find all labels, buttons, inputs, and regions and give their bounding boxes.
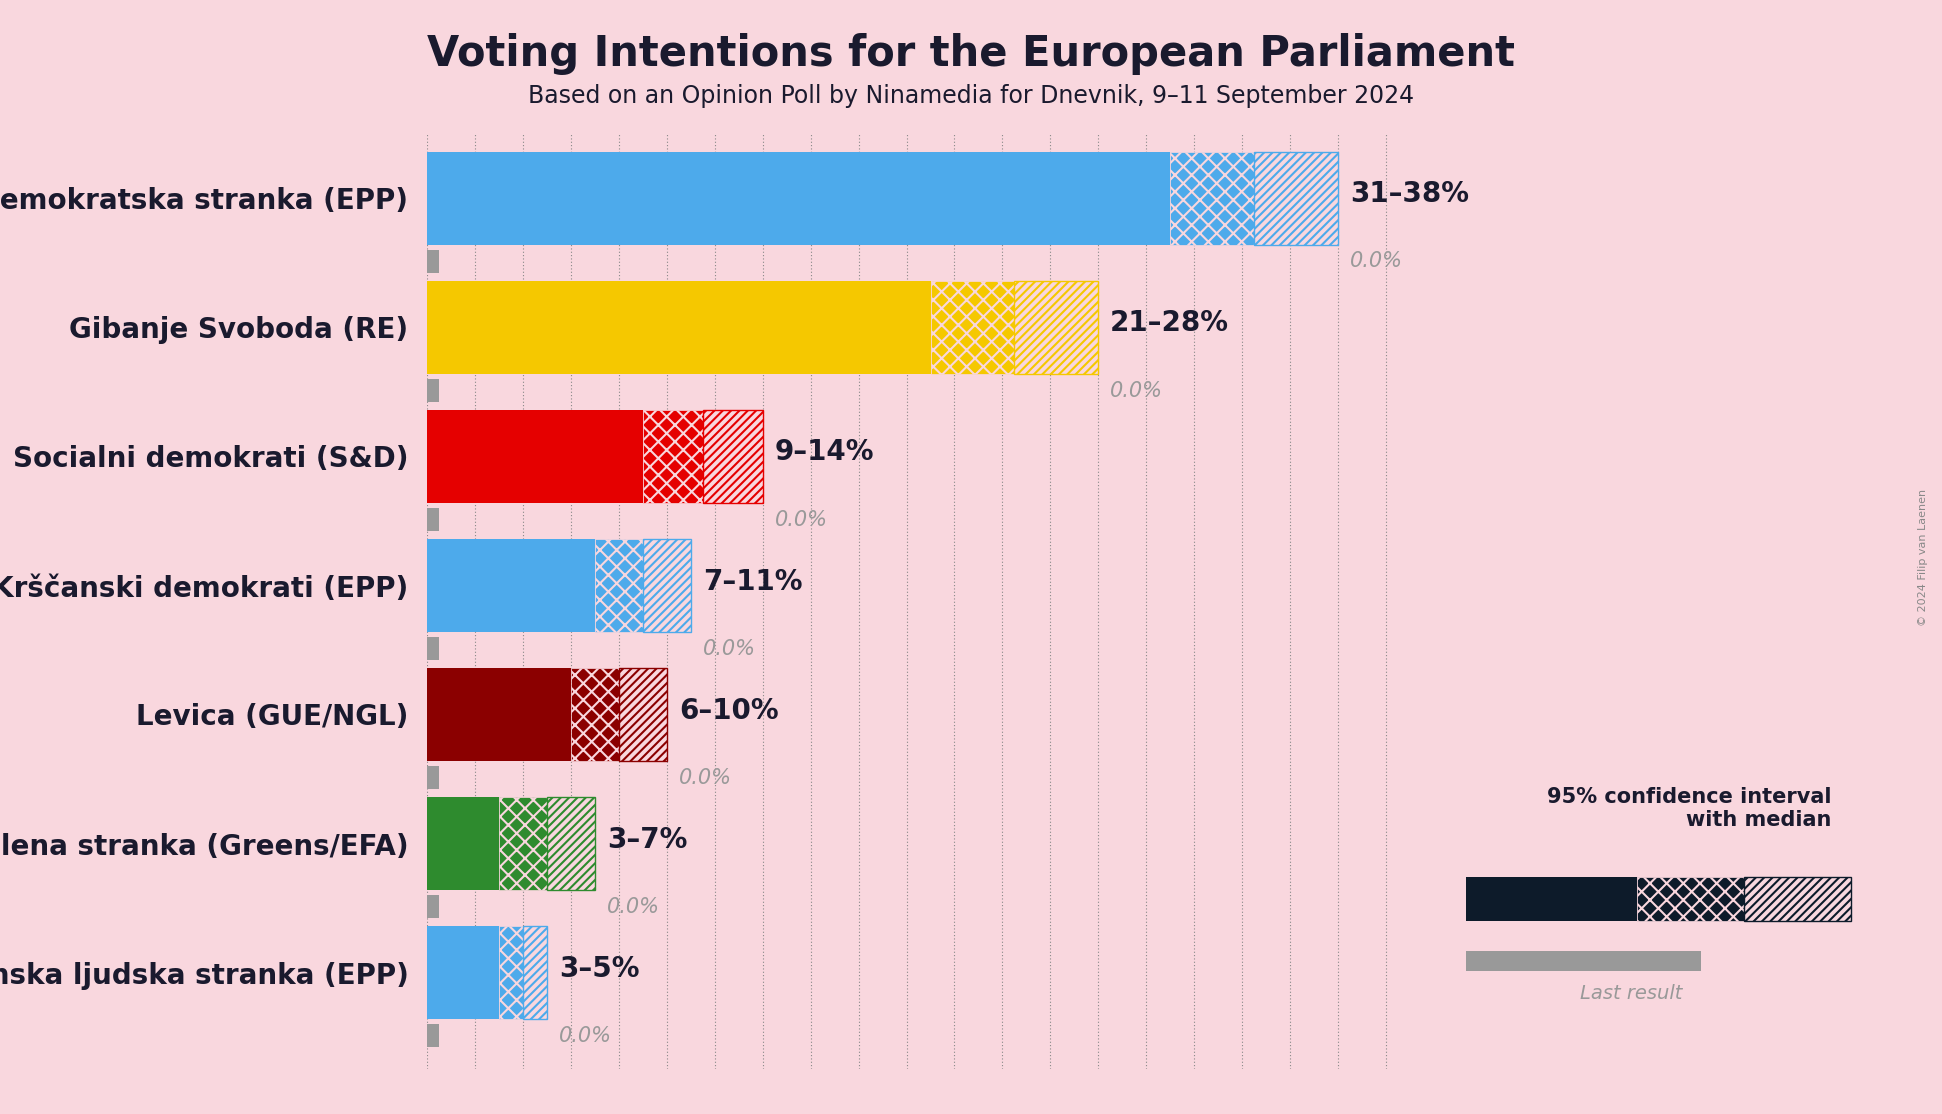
Bar [499, 926, 522, 1019]
Text: 0.0%: 0.0% [559, 1026, 612, 1046]
Bar [427, 281, 930, 374]
Bar [427, 766, 439, 790]
Bar [522, 926, 548, 1019]
Bar [594, 539, 643, 632]
Bar [427, 508, 439, 531]
Bar [427, 539, 594, 632]
Text: 0.0%: 0.0% [775, 509, 827, 529]
Text: 3–5%: 3–5% [559, 955, 639, 983]
Bar [427, 668, 571, 761]
Text: 0.0%: 0.0% [1350, 252, 1402, 272]
Bar [427, 926, 499, 1019]
Text: 0.0%: 0.0% [1111, 381, 1163, 401]
Bar [427, 152, 1171, 245]
Text: 7–11%: 7–11% [703, 567, 802, 596]
Text: 6–10%: 6–10% [680, 696, 779, 724]
Text: Last result: Last result [1581, 984, 1682, 1003]
Bar [1255, 152, 1338, 245]
Bar [1171, 152, 1255, 245]
Bar [1466, 950, 1701, 971]
Bar [643, 539, 691, 632]
Text: 0.0%: 0.0% [680, 768, 732, 788]
Text: Based on an Opinion Poll by Ninamedia for Dnevnik, 9–11 September 2024: Based on an Opinion Poll by Ninamedia fo… [528, 84, 1414, 108]
Bar [643, 410, 703, 502]
Bar [1466, 877, 1637, 920]
Bar [548, 798, 594, 890]
Bar [427, 896, 439, 918]
Bar [427, 1024, 439, 1047]
Text: 0.0%: 0.0% [608, 897, 660, 917]
Text: Voting Intentions for the European Parliament: Voting Intentions for the European Parli… [427, 33, 1515, 76]
Bar [1637, 877, 1744, 920]
Text: 9–14%: 9–14% [775, 439, 874, 467]
Bar [930, 281, 1014, 374]
Bar [571, 668, 619, 761]
Bar [619, 668, 666, 761]
Bar [427, 379, 439, 402]
Bar [499, 798, 548, 890]
Text: 3–7%: 3–7% [608, 825, 687, 853]
Bar [427, 637, 439, 661]
Text: © 2024 Filip van Laenen: © 2024 Filip van Laenen [1919, 488, 1928, 626]
Bar [703, 410, 763, 502]
Text: 0.0%: 0.0% [703, 638, 755, 658]
Bar [1744, 877, 1851, 920]
Text: 31–38%: 31–38% [1350, 180, 1468, 208]
Text: 95% confidence interval
with median: 95% confidence interval with median [1548, 786, 1831, 830]
Text: 21–28%: 21–28% [1111, 310, 1229, 338]
Bar [427, 250, 439, 273]
Bar [427, 410, 643, 502]
Bar [1014, 281, 1099, 374]
Bar [427, 798, 499, 890]
